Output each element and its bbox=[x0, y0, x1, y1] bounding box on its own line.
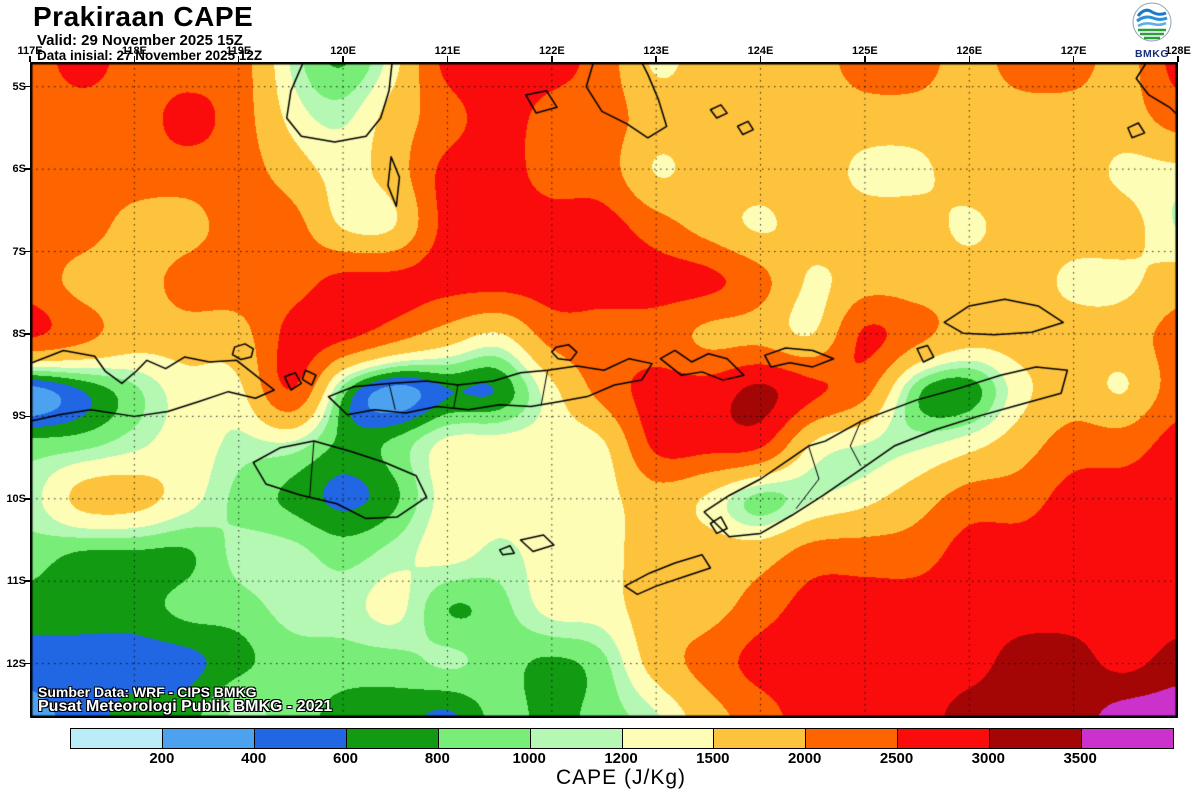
colorbar-swatch bbox=[438, 729, 531, 748]
lon-label: 128E bbox=[1165, 45, 1191, 57]
lon-tick bbox=[133, 56, 136, 62]
colorbar-label: 2000 bbox=[787, 750, 822, 767]
colorbar-label: 600 bbox=[332, 750, 359, 767]
lat-label: 7S bbox=[12, 245, 26, 258]
lon-tick bbox=[237, 56, 240, 62]
lat-label: 6S bbox=[12, 163, 26, 176]
lat-label: 12S bbox=[6, 657, 26, 670]
lon-label: 123E bbox=[643, 45, 670, 57]
colorbar-label: 800 bbox=[424, 750, 450, 767]
lat-label: 5S bbox=[12, 80, 26, 93]
colorbar-label: 200 bbox=[149, 750, 175, 767]
colorbar-label: 1200 bbox=[604, 750, 638, 767]
valid-datetime: Valid: 29 November 2025 15Z bbox=[37, 32, 243, 49]
cape-contour-canvas bbox=[30, 62, 1178, 718]
colorbar-swatch bbox=[346, 729, 439, 748]
bmkg-logo-icon bbox=[1132, 2, 1172, 42]
colorbar bbox=[70, 728, 1174, 749]
colorbar-swatch bbox=[71, 729, 163, 748]
lon-label: 122E bbox=[538, 45, 565, 57]
lon-label: 124E bbox=[747, 45, 774, 57]
lat-tick bbox=[24, 333, 30, 335]
cape-map: Sumber Data: WRF - CIPS BMKG Pusat Meteo… bbox=[30, 62, 1178, 718]
lon-tick bbox=[864, 56, 866, 62]
publisher-text: Pusat Meteorologi Publik BMKG - 2021 bbox=[38, 698, 333, 715]
colorbar-swatch bbox=[622, 729, 715, 748]
lat-label: 10S bbox=[6, 492, 26, 505]
init-datetime: Data inisial: 27 November 2025 12Z bbox=[37, 48, 263, 63]
lon-tick bbox=[655, 56, 657, 62]
colorbar-label: 2500 bbox=[879, 750, 914, 767]
lat-label: 11S bbox=[7, 575, 26, 588]
lon-label: 118E bbox=[121, 45, 147, 57]
colorbar-swatch bbox=[714, 729, 807, 748]
lat-tick bbox=[24, 85, 30, 88]
lat-tick bbox=[24, 498, 30, 500]
lon-tick bbox=[968, 56, 971, 62]
lon-label: 125E bbox=[852, 45, 878, 57]
lon-label: 117E bbox=[17, 45, 43, 57]
lat-tick bbox=[24, 662, 30, 665]
colorbar-label: 3500 bbox=[1063, 750, 1097, 767]
colorbar-label: 1500 bbox=[696, 750, 730, 767]
lat-tick bbox=[24, 415, 30, 418]
colorbar-swatch bbox=[162, 729, 255, 748]
lat-tick bbox=[24, 580, 30, 582]
colorbar-swatch bbox=[806, 729, 899, 748]
lon-label: 121E bbox=[434, 45, 461, 57]
colorbar-swatch bbox=[898, 729, 991, 748]
lat-tick bbox=[24, 250, 30, 253]
bmkg-logo-text: BMKG bbox=[1134, 48, 1170, 60]
colorbar-label: 400 bbox=[241, 750, 267, 767]
lon-label: 127E bbox=[1060, 45, 1087, 57]
lon-tick bbox=[1072, 56, 1075, 62]
lon-tick bbox=[759, 56, 762, 62]
lon-tick bbox=[1177, 56, 1179, 62]
lon-label: 120E bbox=[330, 45, 356, 57]
lat-tick bbox=[24, 168, 30, 170]
colorbar-label: 1000 bbox=[512, 750, 546, 767]
colorbar-label: 3000 bbox=[971, 750, 1006, 767]
colorbar-swatch bbox=[254, 729, 347, 748]
lat-label: 9S bbox=[12, 410, 26, 423]
bmkg-logo: BMKG bbox=[1126, 2, 1178, 59]
lat-label: 8S bbox=[12, 327, 26, 340]
colorbar-swatch bbox=[1082, 729, 1174, 748]
page-title: Prakiraan CAPE bbox=[33, 1, 254, 32]
colorbar-swatch bbox=[530, 729, 623, 748]
colorbar-swatch bbox=[990, 729, 1083, 748]
lon-tick bbox=[29, 56, 31, 62]
lon-label: 126E bbox=[956, 45, 983, 57]
data-source-text: Sumber Data: WRF - CIPS BMKG bbox=[38, 684, 257, 700]
colorbar-title: CAPE (J/Kg) bbox=[555, 766, 687, 789]
lon-tick bbox=[342, 56, 344, 62]
lon-tick bbox=[446, 56, 449, 62]
lon-label: 119E bbox=[226, 45, 252, 57]
lon-tick bbox=[551, 56, 553, 62]
